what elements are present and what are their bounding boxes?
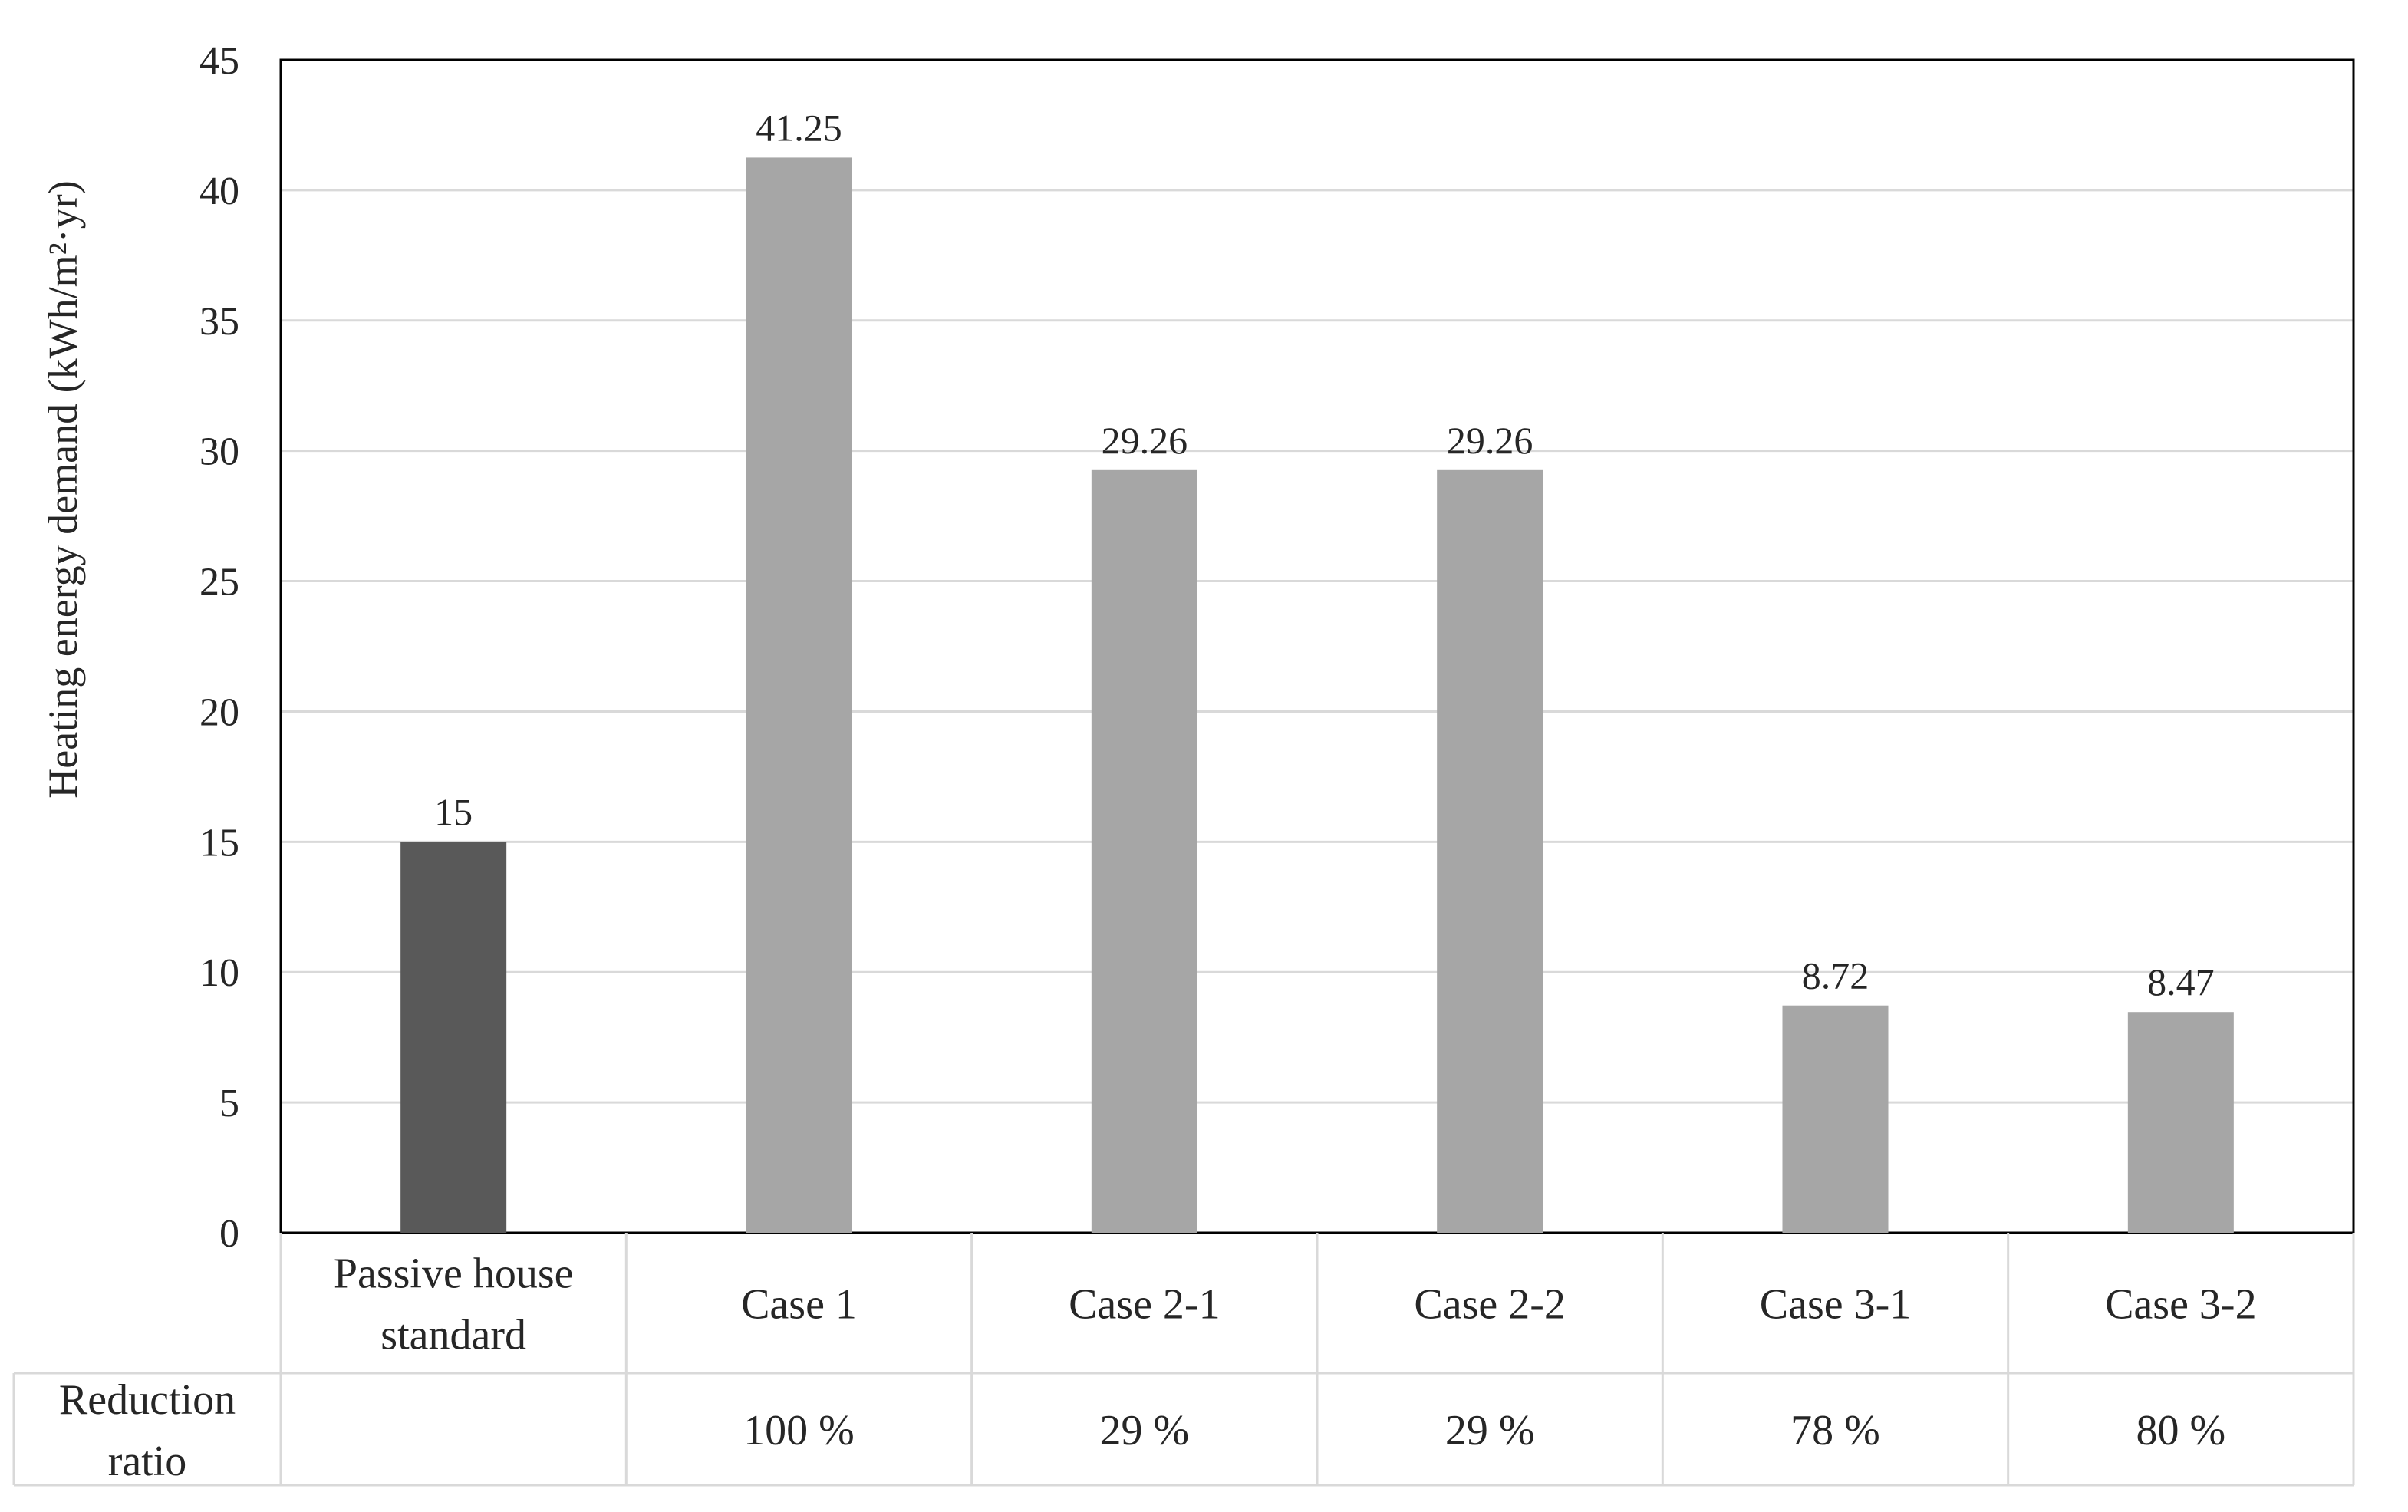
data-label: 29.26 [1102, 419, 1188, 462]
y-tick-label: 20 [199, 690, 239, 734]
table-cell: 29 % [1100, 1407, 1190, 1454]
y-tick-label: 30 [199, 430, 239, 474]
bars [400, 157, 2234, 1234]
y-axis-label: Heating energy demand (kWh/m²·yr) [40, 180, 86, 798]
data-label: 15 [434, 790, 473, 833]
y-tick-label: 15 [199, 821, 239, 865]
x-category-label: Case 2-1 [1069, 1281, 1220, 1329]
y-tick-label: 25 [199, 561, 239, 604]
y-tick-label: 5 [219, 1082, 239, 1125]
y-tick-label: 35 [199, 300, 239, 344]
x-category-label: Case 2-2 [1414, 1281, 1566, 1329]
x-category-label: Case 3-2 [2105, 1281, 2257, 1329]
bar [400, 842, 507, 1233]
table-row-header: ratio [108, 1438, 187, 1485]
bar [1437, 469, 1543, 1233]
y-tick-label: 0 [219, 1212, 239, 1256]
bar [1782, 1005, 1889, 1233]
data-label: 29.26 [1447, 419, 1533, 462]
bar [2127, 1012, 2234, 1233]
x-category-label: Case 1 [741, 1281, 857, 1329]
data-label: 8.47 [2147, 960, 2215, 1003]
x-category-label: Case 3-1 [1760, 1281, 1912, 1329]
table-cell: 78 % [1790, 1407, 1880, 1454]
x-category-label: Passive house [334, 1250, 574, 1298]
bar [746, 157, 852, 1234]
bar [1091, 469, 1197, 1233]
y-tick-label: 10 [199, 951, 239, 995]
y-tick-label: 40 [199, 170, 239, 213]
gridlines [279, 58, 2355, 1234]
labels: 0 5 10 15 20 25 30 35 40 45 15 41.25 29.26 29.26 8.72 8… [59, 39, 2257, 1485]
data-table [12, 1233, 2355, 1487]
y-tick-label: 45 [199, 39, 239, 83]
x-category-label: standard [380, 1312, 526, 1359]
table-row-header: Reduction [59, 1376, 236, 1424]
table-cell: 100 % [743, 1407, 855, 1454]
table-cell: 29 % [1445, 1407, 1535, 1454]
data-label: 41.25 [756, 106, 842, 149]
table-cell: 80 % [2136, 1407, 2226, 1454]
data-label: 8.72 [1802, 954, 1869, 997]
